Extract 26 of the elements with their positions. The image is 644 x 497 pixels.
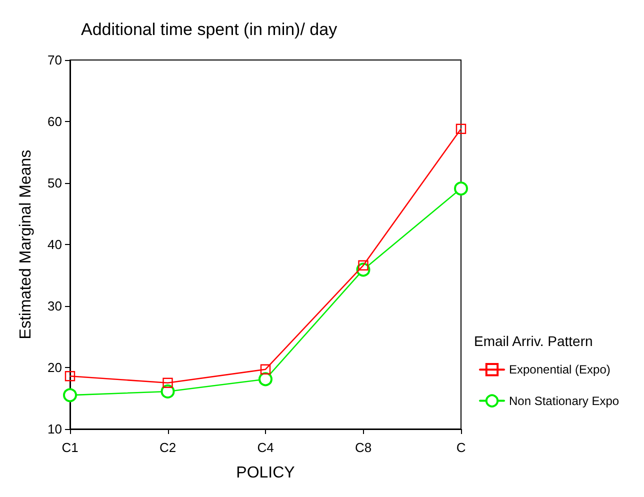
point xyxy=(63,388,77,402)
point xyxy=(258,372,272,386)
y-axis-title: Estimated Marginal Means xyxy=(18,150,34,340)
point xyxy=(160,384,175,398)
y-tick-label: 50 xyxy=(48,176,62,190)
point xyxy=(64,371,76,382)
y-tick-label: 70 xyxy=(48,52,62,68)
y-tick-label: 10 xyxy=(48,422,62,436)
y-tick-label: 30 xyxy=(48,298,62,314)
x-tick-label: C4 xyxy=(257,440,274,455)
legend-label: Exponential (Expo) xyxy=(509,362,610,377)
point xyxy=(456,124,466,134)
point xyxy=(260,364,271,374)
x-tick-label: C8 xyxy=(354,440,372,455)
x-axis-title: POLICY xyxy=(236,464,296,482)
x-tick-label: C2 xyxy=(159,440,176,455)
x-tick-label: C1 xyxy=(62,440,78,455)
y-tick-label: 20 xyxy=(48,360,62,375)
point xyxy=(454,182,468,196)
legend-title: Email Arriv. Pattern xyxy=(474,333,593,349)
x-tick-label: C xyxy=(456,440,466,455)
legend-label: Non Stationary Expo xyxy=(509,394,620,408)
y-tick-label: 60 xyxy=(48,114,62,129)
point xyxy=(162,378,173,388)
chart-title: Additional time spent (in min)/ day xyxy=(81,20,338,39)
y-tick-label: 40 xyxy=(48,237,62,252)
